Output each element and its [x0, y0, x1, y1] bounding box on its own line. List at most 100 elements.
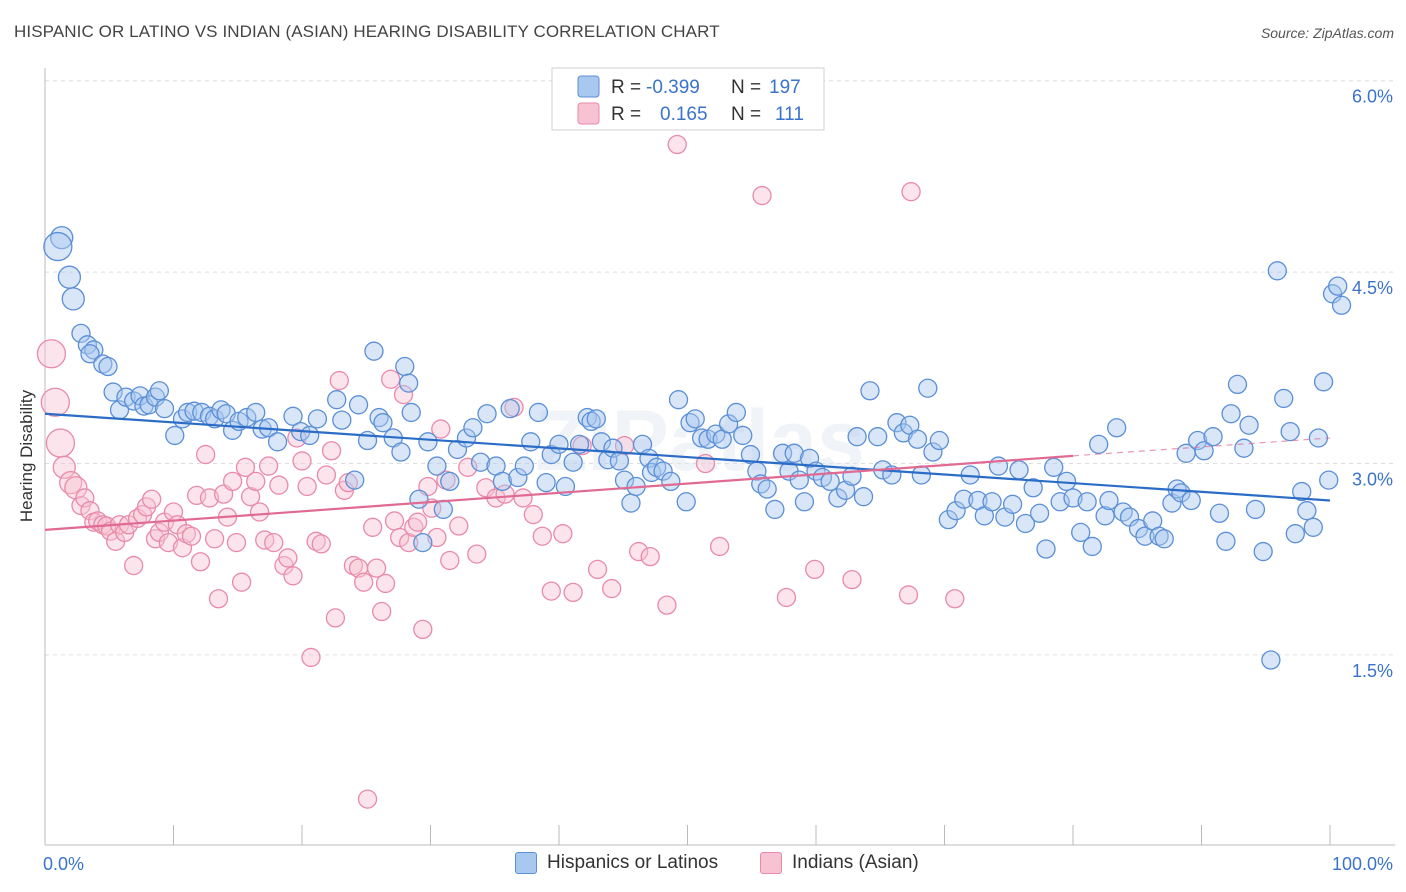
hispanics-latinos-point	[653, 461, 673, 481]
hispanics-latinos-point	[1187, 430, 1208, 451]
hispanics-latinos-point	[1002, 494, 1023, 514]
hispanics-latinos-point	[794, 492, 815, 512]
indians-asian-point	[195, 444, 216, 465]
hispanics-latinos-point	[982, 492, 1002, 512]
hispanics-latinos-point	[661, 471, 681, 492]
legend-n-label-pink: N =	[731, 104, 761, 125]
hispanics-latinos-point	[893, 423, 914, 443]
hispanics-latinos-point	[1297, 501, 1317, 521]
hispanics-latinos-point	[433, 499, 454, 520]
indians-asian-point	[292, 451, 312, 471]
hispanics-latinos-point	[364, 341, 384, 361]
grid-lines	[45, 80, 1395, 656]
hispanics-latinos-point	[828, 488, 848, 508]
indians-asian-point	[553, 524, 573, 544]
hispanics-latinos-point	[1171, 483, 1191, 503]
indians-asian-point	[523, 504, 543, 525]
hispanics-latinos-point	[492, 471, 513, 492]
hispanics-latinos-point	[726, 402, 746, 423]
hispanics-latinos-point	[1209, 503, 1230, 523]
hispanics-latinos-point	[1082, 536, 1102, 557]
trend-line-indians-extension	[1072, 437, 1331, 457]
hispanics-latinos-point	[733, 425, 753, 446]
indians-asian-point	[190, 552, 211, 572]
hispanics-latinos-point	[923, 442, 943, 462]
indians-asian-point	[667, 134, 687, 155]
hispanics-latinos-point	[413, 532, 433, 553]
indians-asian-point	[231, 572, 252, 592]
hispanics-latinos-point	[1216, 531, 1236, 551]
hispanics-latinos-point	[80, 344, 100, 364]
hispanics-latinos-point	[1181, 490, 1201, 511]
hispanics-latinos-point	[508, 467, 528, 488]
x-tick-label-1: 100.0%	[1332, 854, 1393, 874]
hispanics-latinos-point	[61, 287, 85, 311]
indians-asian-point	[390, 527, 410, 548]
legend-bottom: Hispanics or Latinos Indians (Asian)	[0, 848, 1406, 882]
indians-asian-point	[393, 384, 414, 405]
indians-asian-point	[407, 512, 428, 532]
indians-asian-point	[372, 601, 392, 622]
hispanics-latinos-point	[1023, 478, 1043, 498]
hispanics-latinos-point	[1149, 526, 1169, 546]
indians-asian-point	[269, 475, 289, 495]
indians-asian-point	[901, 182, 921, 202]
hispanics-latinos-point	[514, 456, 534, 476]
hispanics-latinos-point	[1285, 524, 1305, 544]
indians-asian-point	[311, 534, 331, 554]
indians-asian-point	[413, 619, 433, 640]
hispanics-latinos-point	[440, 471, 460, 492]
hispanics-latinos-point	[1303, 517, 1323, 537]
indians-asian-point	[602, 578, 622, 599]
indians-asian-point	[52, 455, 76, 479]
hispanics-latinos-point	[395, 356, 415, 377]
hispanics-latinos-point	[1099, 490, 1119, 511]
indians-asian-point	[40, 387, 70, 417]
indians-asian-point	[343, 555, 364, 576]
hispanics-latinos-point	[124, 391, 144, 411]
legend-n-value-pink: 111	[775, 104, 804, 125]
hispanics-latinos-point	[789, 470, 809, 490]
hispanics-latinos-point	[1135, 526, 1155, 546]
hispanics-latinos-point	[1154, 529, 1174, 549]
hispanics-latinos-point	[177, 402, 198, 423]
hispanics-latinos-point	[1319, 470, 1339, 490]
hispanics-latinos-point	[149, 381, 170, 401]
hispanics-latinos-point	[418, 432, 438, 452]
y-tick-label-3: 6.0%	[1352, 87, 1393, 107]
hispanics-latinos-point	[500, 398, 520, 419]
hispanics-latinos-point	[1089, 434, 1109, 455]
hispanics-latinos-point	[154, 398, 175, 419]
hispanics-latinos-point	[1267, 261, 1287, 281]
indians-asian-point	[776, 587, 797, 608]
indians-asian-point	[945, 589, 965, 609]
legend-r-value-blue: -0.399	[646, 77, 700, 98]
indians-asian-point	[181, 526, 202, 546]
hispanics-latinos-point	[1203, 427, 1223, 447]
hispanics-latinos-point	[1239, 415, 1259, 435]
hispanics-latinos-point	[706, 424, 726, 444]
indians-asian-point	[427, 527, 447, 548]
hispanics-latinos-point	[586, 409, 606, 429]
hispanics-latinos-point	[1227, 374, 1248, 395]
hispanics-latinos-point	[549, 434, 569, 455]
indians-asian-point	[357, 789, 378, 809]
legend-item-hispanics[interactable]: Hispanics or Latinos	[515, 852, 718, 874]
hispanics-latinos-point	[621, 493, 641, 513]
legend-item-indians[interactable]: Indians (Asian)	[760, 852, 919, 874]
hispanics-latinos-point	[300, 425, 320, 446]
indians-asian-point	[532, 526, 552, 546]
indians-asian-point	[563, 582, 583, 603]
indians-asian-point	[235, 457, 256, 477]
indians-asian-point	[805, 559, 825, 580]
indians-asian-point	[381, 369, 401, 389]
hispanics-latinos-point	[345, 470, 365, 490]
hispanics-latinos-point	[1313, 372, 1334, 392]
hispanics-latinos-point	[401, 402, 421, 423]
legend-n-label-blue: N =	[731, 77, 761, 98]
hispanics-latinos-point	[1308, 428, 1329, 448]
hispanics-latinos-point	[463, 418, 483, 438]
hispanics-latinos-point	[1029, 503, 1050, 523]
indians-asian-point	[306, 531, 326, 551]
